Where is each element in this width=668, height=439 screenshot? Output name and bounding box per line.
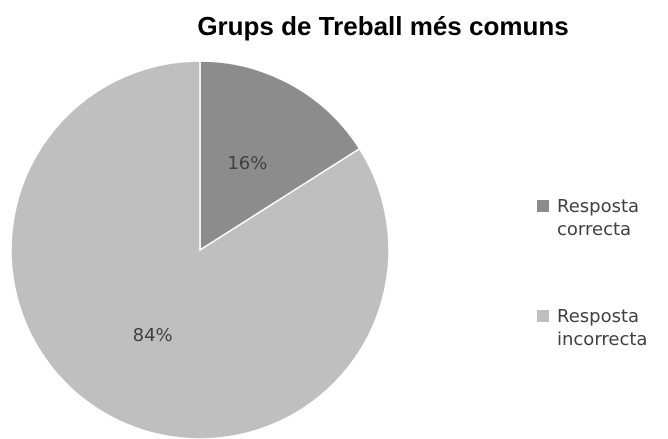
legend-item: Resposta incorrecta [537, 305, 667, 351]
legend-item: Resposta correcta [537, 195, 667, 241]
legend-swatch [537, 310, 549, 322]
legend-swatch [537, 200, 549, 212]
legend-label: Resposta incorrecta [557, 306, 648, 350]
pie-slice [10, 60, 390, 439]
chart-title: Grups de Treball més comuns [197, 11, 568, 41]
data-label: 84% [133, 325, 173, 346]
data-label: 16% [227, 153, 267, 174]
pie-slice [199, 60, 361, 252]
legend-label: Resposta correcta [557, 196, 640, 240]
